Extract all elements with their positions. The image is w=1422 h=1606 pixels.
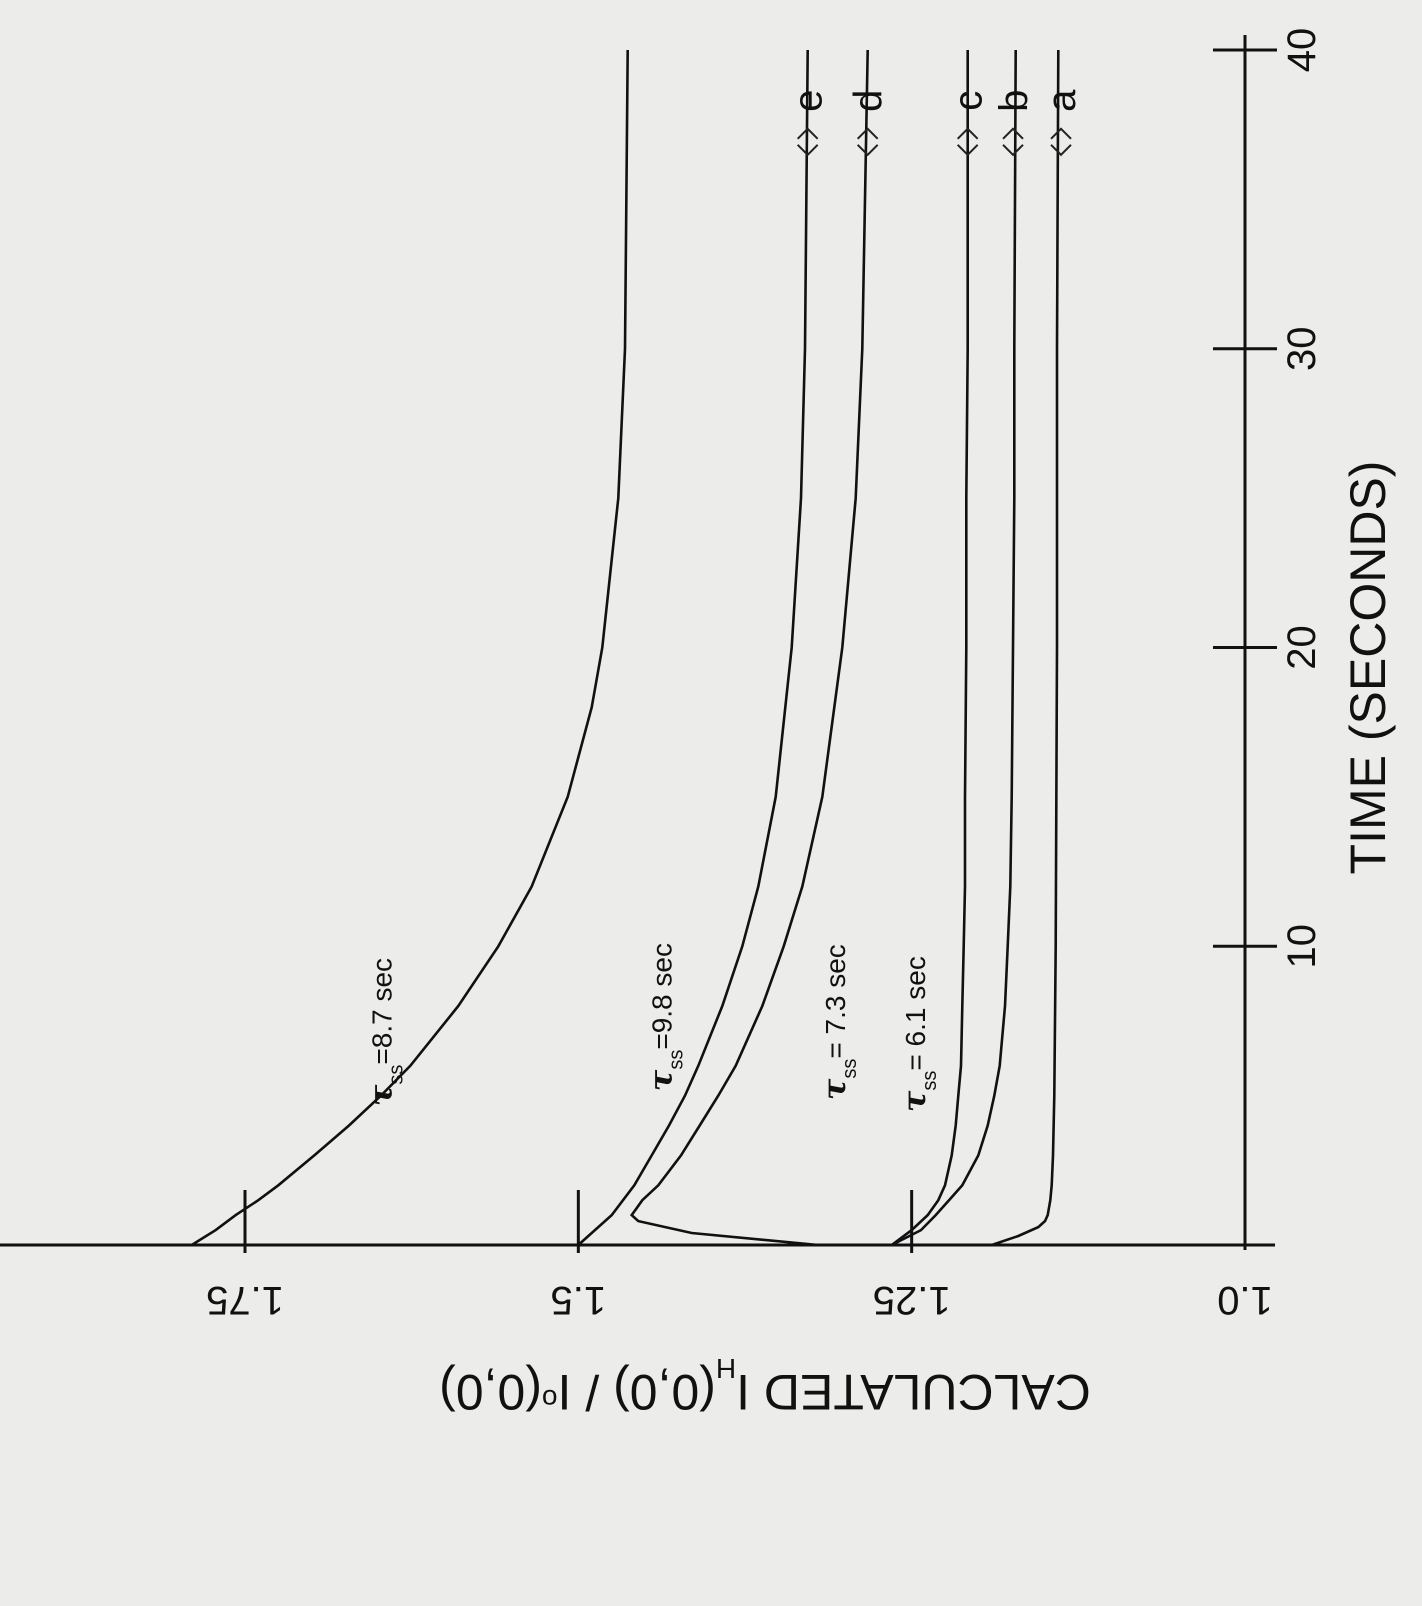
y-axis-title-part: CALCULATED (750, 1364, 1091, 1420)
tau-subscript: ss (919, 1071, 941, 1091)
series-label: a (1040, 89, 1084, 112)
series-label: e (787, 90, 831, 112)
x-tick-label: 40 (1280, 28, 1324, 73)
tau-symbol: τ (895, 1090, 933, 1112)
tau-value: = 7.3 sec (820, 944, 851, 1058)
series-label: d (847, 90, 891, 112)
tau-subscript: ss (386, 1065, 408, 1085)
tau-symbol: τ (642, 1069, 680, 1091)
y-tick-label: 1.25 (873, 1278, 951, 1322)
y-axis-title: CALCULATED IH(0,0) / Io(0,0) (439, 1354, 1091, 1421)
x-tick-label: 20 (1280, 625, 1324, 670)
series-line-a (991, 49, 1060, 1247)
y-axis-title-part: (0,0) (439, 1364, 542, 1420)
series-marker (1002, 127, 1024, 157)
series-line-c (890, 50, 969, 1247)
tau-symbol: τ (362, 1084, 400, 1106)
series-line-b (891, 49, 1017, 1247)
series-marker (856, 127, 879, 157)
y-tick-label: 1.75 (206, 1278, 284, 1322)
tau-subscript: ss (839, 1059, 861, 1079)
tau-value: =8.7 sec (367, 958, 398, 1065)
y-axis-title-part: o (542, 1385, 558, 1416)
tau-subscript: ss (666, 1050, 688, 1070)
y-tick-label: 1.5 (551, 1278, 607, 1322)
y-axis-title-part: I (736, 1364, 750, 1420)
tau-annotation: τss=8.7 sec (362, 958, 408, 1106)
series-line-e (577, 49, 809, 1246)
series-marker (1050, 127, 1072, 157)
series-marker (956, 127, 979, 157)
tau-value: = 6.1 sec (900, 956, 931, 1070)
series-line-top (191, 49, 629, 1247)
tau-value: =9.8 sec (647, 943, 678, 1050)
series-label: c (947, 91, 991, 111)
x-tick-label: 30 (1280, 327, 1324, 372)
y-tick-label: 1.0 (1217, 1278, 1273, 1322)
tau-annotation: τss= 7.3 sec (815, 944, 861, 1100)
series-marker (796, 127, 819, 157)
series-line-d (629, 49, 869, 1247)
y-axis-title-part: (0,0) / I (558, 1364, 716, 1420)
tau-symbol: τ (815, 1078, 853, 1100)
tau-annotation: τss= 6.1 sec (895, 956, 941, 1112)
x-tick-label: 10 (1280, 924, 1324, 969)
x-axis-title: TIME (SECONDS) (1340, 461, 1396, 875)
tau-annotation: τss=9.8 sec (642, 943, 688, 1091)
series-label: b (992, 90, 1036, 112)
plot-area: 10 20 30 40 1.0 1.25 1.5 1.75 TIME (SECONDS) CALC… (0, 28, 1396, 1420)
y-axis-title-part: H (716, 1354, 736, 1385)
